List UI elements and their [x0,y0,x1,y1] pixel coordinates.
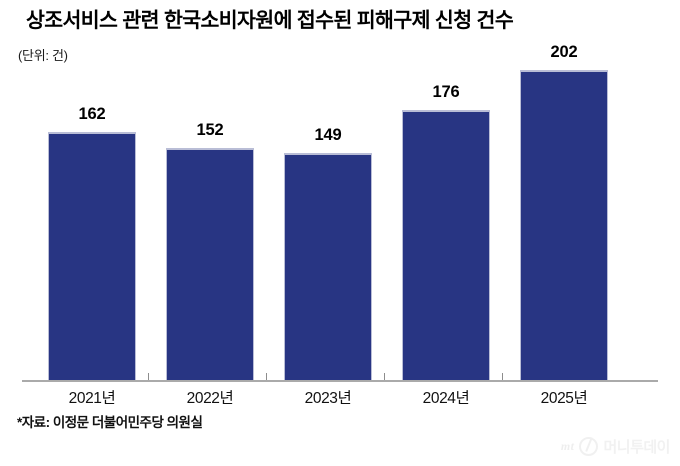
category-label-2021: 2021년 [68,390,116,407]
page-title: 상조서비스 관련 한국소비자원에 접수된 피해구제 신청 건수 [26,9,514,32]
bar-2024[interactable] [402,110,490,380]
bars-layer: 162 152 149 176 202 [22,43,658,381]
category-label-2025: 2025년 [540,390,588,407]
bar-2023[interactable] [284,153,372,380]
bar-value-2023: 149 [314,126,342,144]
category-label-2023: 2023년 [304,390,352,407]
publisher-logo: mt 머니투데이 [561,436,670,457]
x-axis-line [22,380,658,382]
axis-tick-4 [502,373,503,381]
category-label-2024: 2024년 [422,390,470,407]
axis-tick-3 [384,373,385,381]
bar-2022[interactable] [166,148,254,380]
unit-label: (단위: 건) [18,48,68,63]
bar-value-2025: 202 [550,43,578,61]
logo-publisher-name: 머니투데이 [603,439,670,456]
bar-2021[interactable] [48,132,136,380]
axis-tick-1 [148,373,149,381]
category-label-2022: 2022년 [186,390,234,407]
source-note: *자료: 이정문 더불어민주당 의원실 [17,415,203,430]
bar-value-2024: 176 [432,83,460,101]
category-labels: 2021년 2022년 2023년 2024년 2025년 [22,386,658,410]
bar-value-2022: 152 [196,121,224,139]
bar-value-2021: 162 [78,105,106,123]
bar-2025[interactable] [520,70,608,380]
plot-area: 162 152 149 176 202 [22,43,658,382]
circle-slash-icon [579,437,599,456]
logo-mt-text: mt [560,439,575,453]
axis-tick-2 [266,373,267,381]
